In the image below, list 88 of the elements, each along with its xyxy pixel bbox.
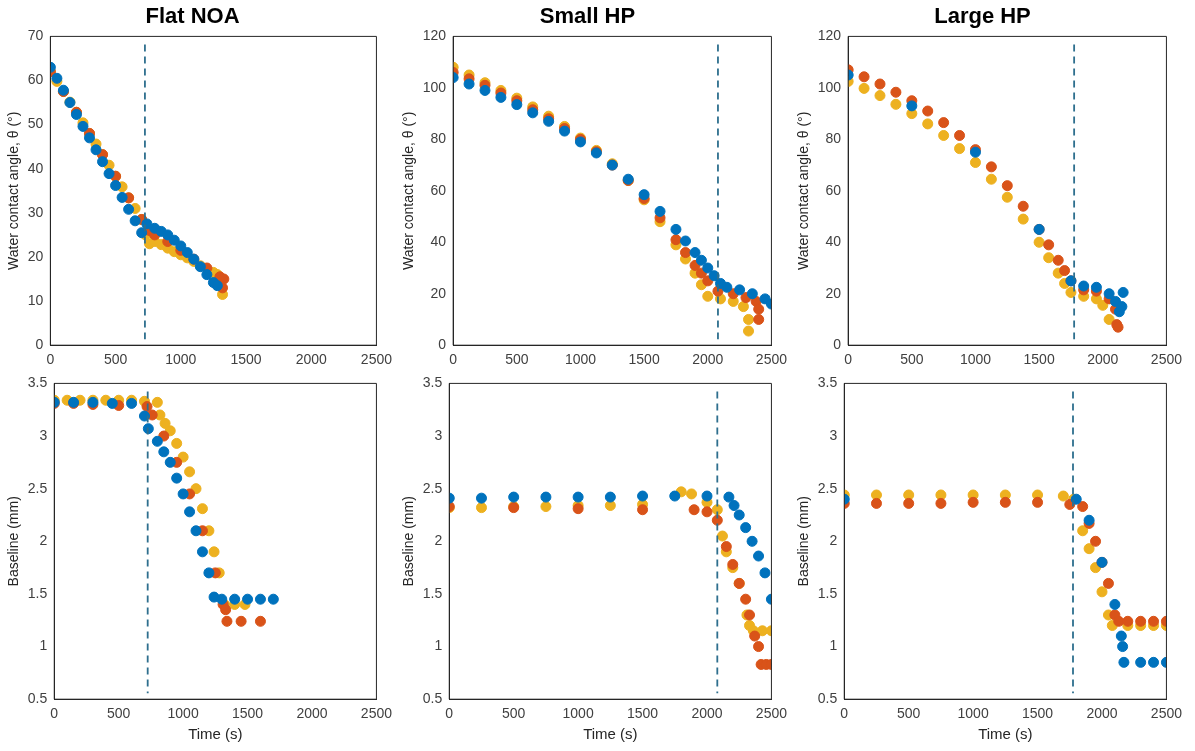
x-tick-label: 2000 [1087,351,1119,368]
chart-title: Flat NOA [145,3,240,29]
y-tick-label: 3 [434,426,443,443]
y-tick-label: 20 [430,284,447,301]
x-axis-title: Time (s) [978,725,1033,743]
x-tick-label: 500 [107,705,131,722]
x-tick-label: 0 [50,705,59,722]
x-tick-label: 1000 [562,705,594,722]
x-tick-label: 500 [505,351,529,368]
y-tick-label: 80 [825,130,842,147]
y-tick-label: 20 [27,247,44,264]
y-tick-label: 2.5 [422,479,443,496]
x-tick-label: 2500 [360,351,393,368]
x-tick-label: 1500 [231,705,264,722]
y-tick-label: 100 [422,78,447,95]
y-tick-label: 3 [829,426,838,443]
x-tick-label: 2000 [1086,705,1118,722]
x-axis-title: Time (s) [188,725,243,743]
x-tick-label: 2000 [296,705,328,722]
x-tick-label: 2500 [360,705,393,722]
y-tick-label: 1 [39,637,48,654]
y-axis-title: Baseline (mm) [795,496,812,587]
y-tick-label: 3.5 [27,374,48,391]
y-tick-label: 1.5 [27,584,48,601]
y-tick-label: 120 [422,27,447,44]
y-tick-label: 3.5 [817,374,838,391]
y-axis-title: Water contact angle, θ (°) [400,111,417,270]
x-tick-label: 1000 [165,351,197,368]
x-tick-label: 2500 [1150,705,1183,722]
x-tick-label: 2000 [692,351,724,368]
y-axis-title: Water contact angle, θ (°) [5,111,22,270]
y-tick-label: 0 [438,336,447,353]
x-tick-label: 0 [844,351,853,368]
x-tick-label: 1500 [1021,705,1054,722]
y-tick-label: 0.5 [422,690,443,707]
y-tick-label: 2 [829,532,838,549]
y-tick-label: 0.5 [817,690,838,707]
x-tick-label: 2500 [755,351,788,368]
y-tick-label: 80 [430,130,447,147]
y-axis-title: Baseline (mm) [5,496,22,587]
y-tick-label: 0 [35,336,44,353]
x-tick-label: 500 [897,705,921,722]
y-axis-title: Baseline (mm) [400,496,417,587]
x-tick-label: 1000 [564,351,597,368]
y-tick-label: 40 [27,159,44,176]
y-tick-label: 3 [39,426,48,443]
x-tick-label: 2000 [295,351,327,368]
y-tick-label: 1.5 [422,584,443,601]
y-tick-label: 1 [829,637,838,654]
y-tick-label: 2.5 [817,479,838,496]
chart-title: Small HP [539,3,636,29]
y-tick-label: 0.5 [27,690,48,707]
x-tick-label: 500 [103,351,128,368]
y-tick-label: 60 [27,71,44,88]
x-tick-label: 1500 [230,351,262,368]
x-tick-label: 1500 [1023,351,1055,368]
x-tick-label: 1500 [626,705,659,722]
y-tick-label: 2 [434,532,443,549]
y-tick-label: 40 [825,233,842,250]
x-tick-label: 1000 [959,351,992,368]
y-tick-label: 1 [434,637,443,654]
y-tick-label: 60 [825,181,842,198]
y-tick-label: 100 [817,78,842,95]
y-tick-label: 2.5 [27,479,48,496]
x-tick-label: 2500 [755,705,788,722]
y-tick-label: 2 [39,532,48,549]
chart-title: Large HP [934,3,1031,29]
y-tick-label: 1.5 [817,584,838,601]
x-axis-title: Time (s) [583,725,638,743]
x-tick-label: 2000 [691,705,723,722]
x-tick-label: 2500 [1150,351,1183,368]
y-tick-label: 30 [27,203,44,220]
x-tick-label: 1000 [167,705,199,722]
x-tick-label: 500 [900,351,924,368]
x-tick-label: 1000 [957,705,989,722]
x-tick-label: 500 [502,705,526,722]
y-tick-label: 50 [27,115,44,132]
y-tick-label: 3.5 [422,374,443,391]
y-tick-label: 20 [825,284,842,301]
y-tick-label: 70 [27,27,44,44]
x-tick-label: 1500 [628,351,660,368]
y-tick-label: 0 [833,336,842,353]
y-tick-label: 40 [430,233,447,250]
y-tick-label: 120 [817,27,842,44]
y-tick-label: 60 [430,181,447,198]
y-tick-label: 10 [27,291,44,308]
x-tick-label: 0 [449,351,458,368]
y-axis-title: Water contact angle, θ (°) [795,111,812,270]
